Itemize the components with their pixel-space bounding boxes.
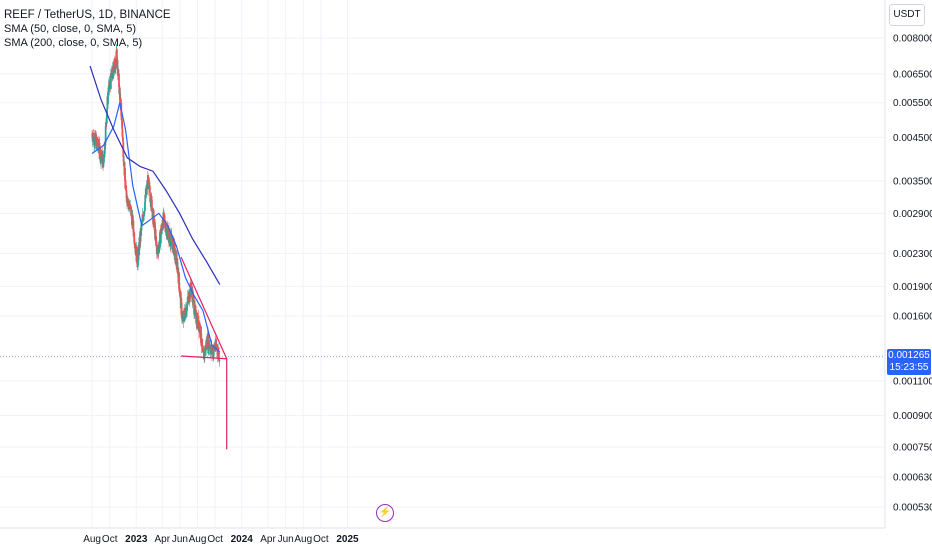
candle-body	[144, 202, 146, 211]
candle-body	[95, 136, 98, 142]
lightning-icon[interactable]: ⚡	[376, 504, 394, 522]
candle-body	[112, 71, 115, 76]
candle-body	[141, 219, 143, 225]
candle-body	[160, 229, 163, 235]
candle-body	[201, 338, 204, 347]
candle-body	[109, 72, 112, 89]
candle-body	[150, 199, 153, 212]
candle-body	[121, 128, 124, 137]
candle-body	[138, 242, 141, 256]
candle-body	[147, 177, 150, 182]
candle-body	[94, 137, 96, 145]
candle-body	[104, 126, 107, 143]
candle-body	[154, 228, 157, 236]
candle-body	[125, 190, 128, 199]
price-axis-label: 0.000530	[893, 503, 932, 514]
candle-body	[178, 272, 180, 283]
price-axis-label: 0.000630	[893, 473, 932, 484]
price-axis-label: 0.000750	[893, 443, 932, 454]
time-axis-label: Oct	[313, 534, 329, 545]
descending-trendline	[180, 256, 228, 359]
time-axis-label: Aug	[83, 534, 101, 545]
time-axis-label: Aug	[294, 534, 312, 545]
support-line	[181, 355, 227, 360]
candle-body	[118, 87, 121, 94]
price-axis-label: 0.001900	[893, 282, 932, 293]
time-axis-label: Jun	[172, 534, 188, 545]
time-axis-label: Aug	[189, 534, 207, 545]
candle-body	[133, 232, 136, 243]
time-axis-label: 2023	[125, 534, 148, 545]
time-axis-label: Jun	[278, 534, 294, 545]
candle-body	[124, 179, 127, 189]
price-axis-label: 0.005500	[893, 98, 932, 109]
candle-body	[125, 185, 128, 191]
bar-countdown: 15:23:55	[889, 362, 929, 373]
last-price-value: 0.001265	[888, 350, 930, 361]
sma200-line	[89, 65, 221, 285]
candle-body	[157, 246, 160, 254]
candle-body	[180, 297, 183, 304]
candle-body	[200, 326, 202, 342]
candle-body	[103, 157, 106, 159]
last-price-tag: 0.001265 15:23:55	[887, 349, 931, 375]
time-axis-label: 2025	[336, 534, 359, 545]
time-axis-label: Oct	[207, 534, 223, 545]
time-axis-label: Oct	[102, 534, 118, 545]
currency-button[interactable]: USDT	[889, 4, 925, 26]
candle-body	[163, 213, 166, 216]
candle-body	[105, 114, 108, 124]
price-axis-label: 0.008000	[893, 34, 932, 45]
sma50-line	[91, 102, 221, 353]
candle-body	[121, 121, 124, 129]
candle-body	[195, 310, 197, 323]
candle-body	[218, 351, 220, 361]
price-axis-label: 0.002900	[893, 209, 932, 220]
candle-body	[126, 196, 129, 205]
candle-body	[106, 108, 109, 115]
price-axis-label: 0.004500	[893, 133, 932, 144]
candle-body	[112, 66, 115, 72]
time-axis-label: Apr	[260, 534, 276, 545]
price-axis-label: 0.001600	[893, 312, 932, 323]
time-axis-label: Apr	[155, 534, 171, 545]
time-axis-label: 2024	[231, 534, 254, 545]
candle-body	[120, 99, 122, 103]
candle-body	[180, 303, 183, 318]
symbol-title[interactable]: REEF / TetherUS, 1D, BINANCE	[4, 9, 171, 21]
candle-body	[150, 196, 153, 200]
sma50-legend[interactable]: SMA (50, close, 0, SMA, 5)	[4, 23, 137, 35]
price-axis-label: 0.000900	[893, 411, 932, 422]
price-axis-label: 0.001100	[893, 376, 932, 387]
candle-body	[155, 236, 158, 242]
candle-body	[143, 211, 145, 216]
chart-legend: REEF / TetherUS, 1D, BINANCE SMA (50, cl…	[4, 8, 171, 50]
candle-body	[197, 316, 200, 329]
candle-body	[118, 73, 120, 87]
sma200-legend[interactable]: SMA (200, close, 0, SMA, 5)	[4, 37, 143, 49]
price-axis-label: 0.003500	[893, 176, 932, 187]
candle-body	[122, 157, 125, 163]
candle-body	[129, 206, 132, 208]
candle-body	[124, 167, 126, 180]
candle-body	[218, 360, 221, 361]
price-axis-label: 0.002300	[893, 249, 932, 260]
candle-body	[159, 234, 162, 244]
candle-body	[129, 204, 132, 207]
candle-body	[165, 232, 168, 236]
candle-body	[97, 139, 100, 147]
price-axis-label: 0.006500	[893, 69, 932, 80]
